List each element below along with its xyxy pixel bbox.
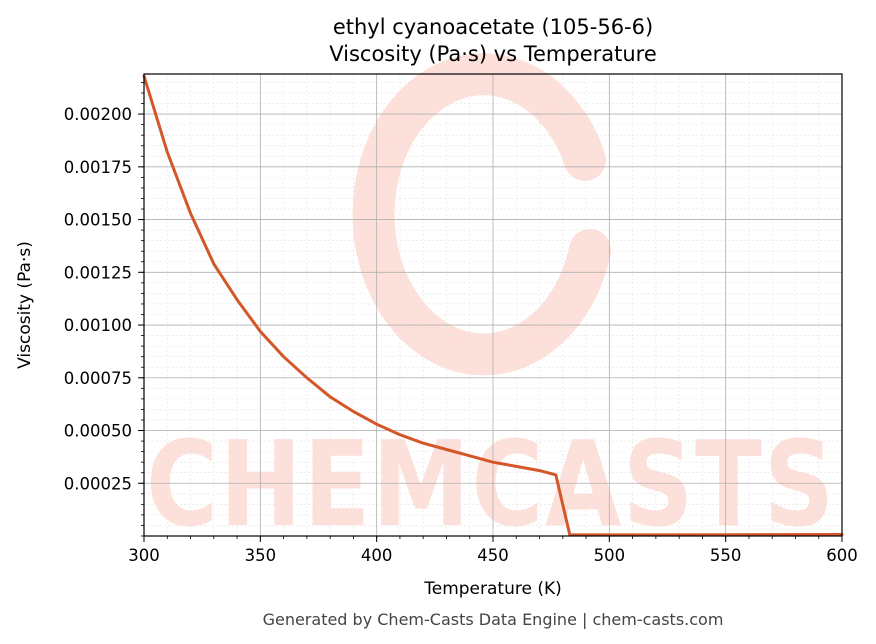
y-tick-label: 0.00100 <box>64 316 132 335</box>
y-tick-label: 0.00025 <box>64 474 132 493</box>
x-tick-label: 550 <box>710 546 742 565</box>
plot-frame <box>143 73 843 537</box>
grid <box>143 74 843 537</box>
x-tick-label: 400 <box>361 546 393 565</box>
chart-title: ethyl cyanoacetate (105-56-6) <box>333 15 653 39</box>
series-layer <box>142 74 844 537</box>
y-tick-label: 0.00125 <box>64 263 132 282</box>
watermark-text: CHEMCASTS <box>146 415 836 553</box>
x-tick-label: 500 <box>594 546 626 565</box>
chart-subtitle: Viscosity (Pa·s) vs Temperature <box>329 42 657 66</box>
y-tick-label: 0.00075 <box>64 369 132 388</box>
x-tick-label: 450 <box>477 546 509 565</box>
y-tick-label: 0.00200 <box>64 105 132 124</box>
x-tick-label: 600 <box>826 546 858 565</box>
x-tick-label: 350 <box>245 546 277 565</box>
y-axis-label: Viscosity (Pa·s) <box>15 241 35 369</box>
watermark: CHEMCASTS <box>146 53 836 553</box>
y-tick-label: 0.00050 <box>64 422 132 441</box>
y-tick-label: 0.00175 <box>64 158 132 177</box>
watermark-logo-arc <box>352 53 611 376</box>
x-axis-label: Temperature (K) <box>423 579 562 599</box>
y-tick-label: 0.00150 <box>64 211 132 230</box>
footer-credit: Generated by Chem-Casts Data Engine | ch… <box>263 610 724 629</box>
series-line <box>142 74 844 537</box>
x-tick-label: 300 <box>128 546 160 565</box>
